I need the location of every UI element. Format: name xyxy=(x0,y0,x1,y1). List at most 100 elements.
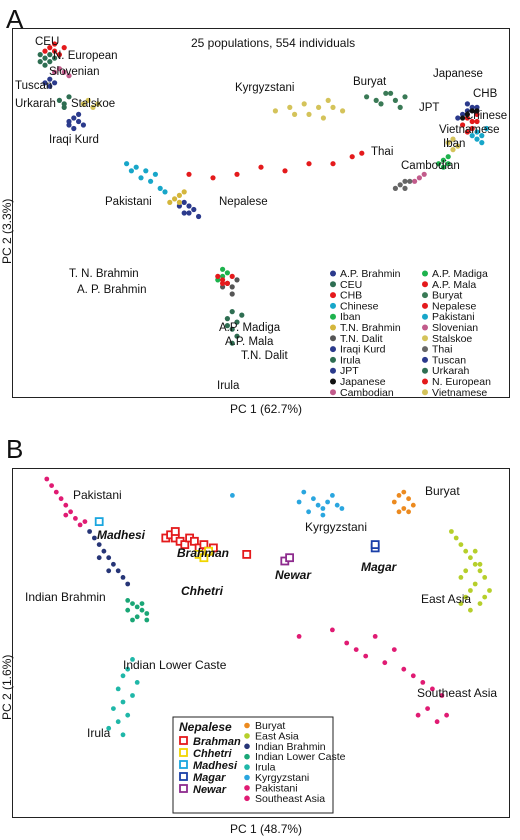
point-b-irula-6 xyxy=(120,699,126,705)
point-a-a-p-brahmin-4 xyxy=(181,210,187,216)
point-b-southeast-asia-16 xyxy=(444,712,449,718)
point-a-t-n-dalit-4 xyxy=(229,291,235,297)
legend-b-marker-east-asia xyxy=(244,733,250,739)
legend-a-marker-vietnamese xyxy=(422,389,428,396)
point-a-a-p-madiga-3 xyxy=(220,266,226,272)
legend-b-box xyxy=(172,716,334,814)
point-a-nepalese-5 xyxy=(306,161,312,167)
legend-a-label-urkarah: Urkarah xyxy=(432,365,470,377)
point-b-buryat-0 xyxy=(396,493,402,498)
point-b-buryat-4 xyxy=(410,502,416,508)
point-a-pakistani-0 xyxy=(124,161,130,167)
point-a-jpt-2 xyxy=(460,111,466,117)
legend-b-label-indian-lower-caste: Indian Lower Caste xyxy=(255,751,346,763)
point-a-a-p-mala-3 xyxy=(229,273,235,279)
legend-a-label-iban: Iban xyxy=(340,311,361,323)
point-a-kyrgyzstani-8 xyxy=(292,111,298,117)
point-b-pakistani-4 xyxy=(63,502,69,508)
legend-a-label-buryat: Buryat xyxy=(432,290,462,302)
legend-a-marker-pakistani xyxy=(422,313,428,320)
legend-a-label-a-p-mala: A.P. Mala xyxy=(432,279,476,291)
point-b-indian-lower-caste-8 xyxy=(139,601,145,606)
point-a-kyrgyzstani-3 xyxy=(316,104,322,110)
point-b-indian-lower-caste-3 xyxy=(139,607,145,613)
point-b-east-asia-13 xyxy=(477,601,483,606)
point-b-indian-lower-caste-1 xyxy=(130,601,135,606)
point-a-t-n-dalit-1 xyxy=(229,284,235,290)
point-b-east-asia-6 xyxy=(477,568,483,574)
legend-b-label-southeast-asia: Southeast Asia xyxy=(255,793,325,805)
point-a-cambodian-0 xyxy=(416,175,422,181)
point-a-japanese-1 xyxy=(469,108,475,114)
panel-a-xlabel: PC 1 (62.7%) xyxy=(230,402,303,416)
point-a-nepalese-1 xyxy=(210,175,216,181)
point-b-brahman-4 xyxy=(170,527,180,536)
point-b-brahman-5 xyxy=(180,540,190,549)
point-a-kyrgyzstani-6 xyxy=(306,111,312,117)
point-a-stalskoe-3 xyxy=(95,101,101,107)
point-a-stalskoe-1 xyxy=(90,104,96,110)
point-b-buryat-5 xyxy=(401,506,407,511)
point-b-east-asia-11 xyxy=(458,601,464,606)
point-a-nepalese-3 xyxy=(258,164,264,170)
point-a-chb-5 xyxy=(464,129,470,135)
point-a-t-n-brahmin-1 xyxy=(172,196,178,202)
point-b-buryat-7 xyxy=(406,509,411,515)
legend-a-label-slovenian: Slovenian xyxy=(432,322,478,334)
point-a-tuscan-0 xyxy=(47,76,53,82)
point-a-chinese-0 xyxy=(474,129,480,135)
label-a-ceu: CEU xyxy=(35,36,59,48)
point-a-irula-5 xyxy=(224,323,230,329)
point-b-buryat-6 xyxy=(396,509,402,515)
point-a-ceu-3 xyxy=(42,62,48,68)
point-a-vietnamese-0 xyxy=(445,140,451,146)
legend-a-label-n-european: N. European xyxy=(432,376,491,388)
label-a-iban: Iban xyxy=(443,138,465,150)
point-a-pakistani-1 xyxy=(133,164,139,170)
legend-b-label-newar: Newar xyxy=(193,784,227,796)
legend-a-marker-t-n-brahmin xyxy=(330,324,336,331)
point-a-tuscan-3 xyxy=(47,83,53,89)
point-a-t-n-brahmin-0 xyxy=(176,192,182,198)
point-a-n-european-4 xyxy=(61,45,67,51)
point-a-slovenian-1 xyxy=(61,69,67,75)
point-b-pakistani-6 xyxy=(73,516,78,521)
label-b-magar: Magar xyxy=(361,560,398,574)
point-b-newar-1 xyxy=(285,553,295,563)
point-a-iraqi-kurd-5 xyxy=(76,111,82,117)
label-a-pakistani: Pakistani xyxy=(105,196,152,208)
point-a-iban-4 xyxy=(445,154,451,160)
legend-a-label-chinese: Chinese xyxy=(340,300,379,312)
point-b-kyrgyzstani-3 xyxy=(315,502,321,508)
point-a-japanese-0 xyxy=(464,111,470,117)
point-b-buryat-3 xyxy=(391,499,397,505)
label-b-southeast-asia: Southeast Asia xyxy=(417,686,497,700)
legend-a-label-iraqi-kurd: Iraqi Kurd xyxy=(340,344,386,356)
point-a-ceu-4 xyxy=(52,55,58,61)
point-a-kyrgyzstani-7 xyxy=(320,115,326,121)
point-a-nepalese-2 xyxy=(234,171,240,177)
point-a-chb-4 xyxy=(469,125,475,132)
legend-a-label-irula: Irula xyxy=(340,354,361,366)
point-a-t-n-brahmin-2 xyxy=(181,189,187,195)
legend-a-marker-stalskoe xyxy=(422,335,428,342)
point-a-irula-1 xyxy=(224,316,230,322)
point-b-east-asia-16 xyxy=(477,561,483,567)
point-a-n-european-5 xyxy=(52,41,58,47)
legend-b-marker-madhesi xyxy=(179,760,188,769)
point-b-east-asia-7 xyxy=(482,575,488,580)
legend-a-marker-n-european xyxy=(422,378,428,385)
point-a-kyrgyzstani-5 xyxy=(340,108,346,114)
point-b-kyrgyzstani-1 xyxy=(301,489,307,495)
legend-b-marker-irula xyxy=(244,764,250,770)
point-b-irula-11 xyxy=(120,732,126,738)
point-a-stalskoe-2 xyxy=(85,97,91,103)
point-b-southeast-asia-2 xyxy=(344,640,350,646)
point-b-pakistani-3 xyxy=(58,496,64,502)
point-a-ceu-0 xyxy=(37,59,43,65)
point-b-irula-9 xyxy=(115,719,121,725)
legend-b-label-indian-brahmin: Indian Brahmin xyxy=(255,741,326,753)
point-b-pakistani-0 xyxy=(44,476,50,482)
panel-a-plot: 25 populations, 554 individuals CEU N. Eur… xyxy=(12,28,510,410)
point-b-southeast-asia-5 xyxy=(372,634,378,639)
